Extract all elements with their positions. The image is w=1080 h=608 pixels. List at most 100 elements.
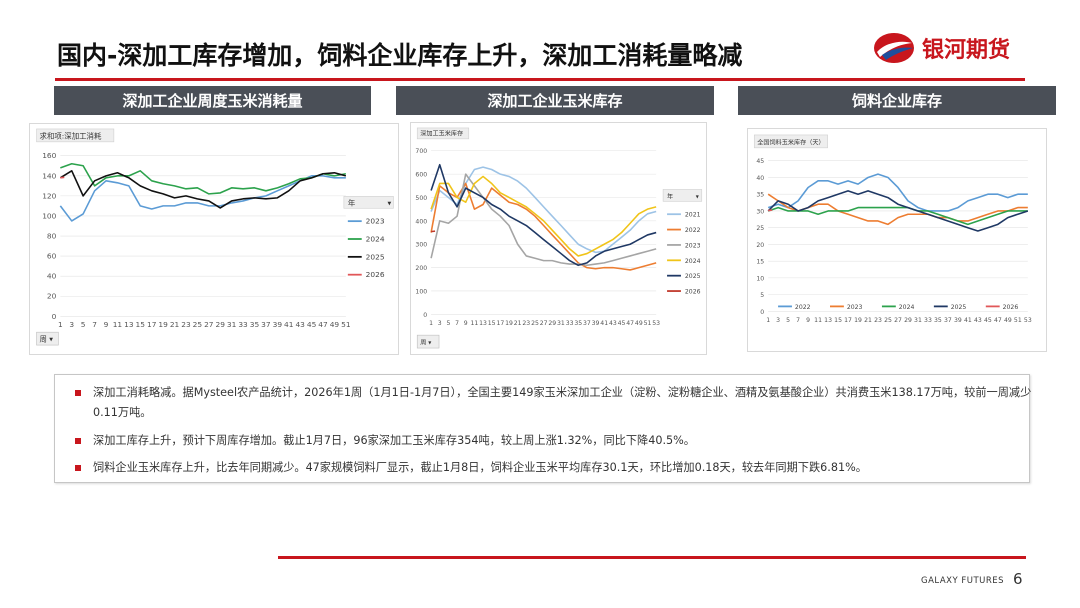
x-tick-label: 47 [318, 320, 328, 329]
bullet-item: 深加工库存上升，预计下周库存增加。截止1月7日，96家深加工玉米库存354吨，较… [75, 431, 1033, 451]
bullet-text: 饲料企业玉米库存上升，比去年同期减少。47家规模饲料厂显示，截止1月8日，饲料企… [93, 461, 867, 474]
y-tick-label: 30 [756, 208, 764, 215]
x-tick-label: 49 [1004, 317, 1012, 324]
legend-title-box [343, 196, 394, 209]
x-tick-label: 27 [540, 320, 548, 327]
y-tick-label: 10 [756, 275, 764, 282]
series-line-2025 [430, 163, 657, 267]
x-tick-label: 45 [618, 320, 626, 327]
x-tick-label: 21 [514, 320, 522, 327]
legend-label: 2026 [366, 270, 385, 279]
x-tick-label: 9 [806, 317, 810, 324]
legend-label: 2026 [1003, 304, 1019, 311]
x-tick-label: 29 [215, 320, 225, 329]
footer-rule [278, 556, 1026, 559]
x-tick-label: 31 [914, 317, 922, 324]
x-tick-label: 7 [455, 320, 459, 327]
legend-filter-icon: ▾ [387, 198, 391, 207]
x-tick-label: 35 [934, 317, 942, 324]
panel-header-consumption: 深加工企业周度玉米消耗量 [54, 86, 371, 115]
y-tick-label: 100 [42, 211, 56, 220]
x-tick-label: 41 [600, 320, 608, 327]
legend-label: 2025 [366, 252, 385, 261]
legend-label: 2024 [899, 304, 915, 311]
x-tick-label: 39 [592, 320, 600, 327]
x-tick-label: 31 [227, 320, 237, 329]
legend-label: 2023 [847, 304, 863, 311]
x-axis-filter-button[interactable]: 周 ▾ [416, 334, 440, 349]
x-tick-label: 37 [583, 320, 591, 327]
y-tick-label: 0 [52, 312, 57, 321]
y-tick-label: 60 [47, 252, 57, 261]
series-line-2022 [767, 173, 1028, 212]
galaxy-logo-icon [874, 33, 914, 63]
logo-text: 银河期货 [922, 38, 1011, 63]
x-tick-label: 13 [124, 320, 134, 329]
x-axis-filter-button[interactable]: 周 ▾ [36, 331, 59, 346]
x-tick-label: 7 [92, 320, 97, 329]
y-tick-label: 200 [415, 265, 427, 272]
x-tick-label: 43 [974, 317, 982, 324]
series-line-2024 [430, 175, 657, 257]
legend-label: 2023 [366, 217, 385, 226]
x-tick-label: 29 [548, 320, 556, 327]
x-tick-label: 37 [944, 317, 952, 324]
legend-label: 2024 [366, 234, 385, 243]
x-tick-label: 9 [104, 320, 109, 329]
x-tick-label: 19 [505, 320, 513, 327]
y-tick-label: 35 [756, 192, 764, 199]
y-tick-label: 25 [756, 225, 764, 232]
x-tick-label: 41 [964, 317, 972, 324]
y-tick-label: 600 [415, 172, 427, 179]
x-tick-label: 45 [984, 317, 992, 324]
x-tick-label: 3 [776, 317, 780, 324]
y-tick-label: 5 [760, 292, 764, 299]
panel-header-processing-stock: 深加工企业玉米库存 [396, 86, 714, 115]
legend-label: 2021 [685, 212, 701, 219]
series-line-2024 [60, 162, 346, 195]
x-tick-label: 49 [635, 320, 643, 327]
x-axis-filter-label: 周 ▾ [40, 335, 54, 344]
chart-feed-stock: 全国饲料玉米库存（天） 0 5 10 15 20 25 30 35 40 45 1 3 5 7 9 11 13 15… [747, 128, 1047, 352]
chart-title-box [36, 128, 115, 143]
x-tick-label: 39 [273, 320, 283, 329]
x-tick-label: 1 [766, 317, 770, 324]
y-tick-label: 15 [756, 259, 764, 266]
x-tick-label: 17 [496, 320, 504, 327]
chart-consumption: 求和项:深加工消耗 0 20 40 60 80 100 120 140 160 1 3 5 7 9 11 13 1… [29, 123, 399, 355]
x-tick-label: 45 [307, 320, 317, 329]
bullet-square-icon [75, 465, 81, 471]
x-tick-label: 33 [924, 317, 932, 324]
x-tick-label: 5 [446, 320, 450, 327]
bullet-square-icon [75, 438, 81, 444]
x-tick-label: 51 [341, 320, 351, 329]
x-tick-label: 35 [250, 320, 260, 329]
x-axis-filter-box [36, 331, 59, 346]
bullet-item: 深加工消耗略减。据Mysteel农产品统计，2026年1周（1月1日-1月7日）… [75, 383, 1033, 423]
x-tick-label: 35 [574, 320, 582, 327]
x-tick-label: 17 [844, 317, 852, 324]
x-tick-label: 37 [261, 320, 271, 329]
y-tick-label: 500 [415, 195, 427, 202]
x-tick-label: 47 [626, 320, 634, 327]
x-tick-label: 47 [994, 317, 1002, 324]
series-line-2024 [767, 206, 1028, 226]
series-line-2025 [767, 190, 1029, 232]
summary-box: 深加工消耗略减。据Mysteel农产品统计，2026年1周（1月1日-1月7日）… [54, 374, 1033, 483]
x-tick-label: 1 [58, 320, 63, 329]
legend-label: 2024 [685, 258, 701, 265]
title-rule [55, 78, 1025, 81]
page-number: 6 [1013, 570, 1023, 588]
y-tick-label: 160 [42, 151, 56, 160]
bullet-square-icon [75, 390, 81, 396]
y-tick-label: 100 [415, 288, 427, 295]
x-tick-label: 11 [470, 320, 478, 327]
x-tick-label: 23 [522, 320, 530, 327]
legend-filter-icon: ▾ [696, 193, 700, 200]
x-tick-label: 11 [113, 320, 123, 329]
slide-title: 国内-深加工库存增加，饲料企业库存上升，深加工消耗量略减 [57, 41, 743, 70]
y-tick-label: 20 [756, 242, 764, 249]
x-tick-label: 43 [609, 320, 617, 327]
y-tick-label: 140 [42, 171, 56, 180]
y-tick-label: 400 [415, 218, 427, 225]
